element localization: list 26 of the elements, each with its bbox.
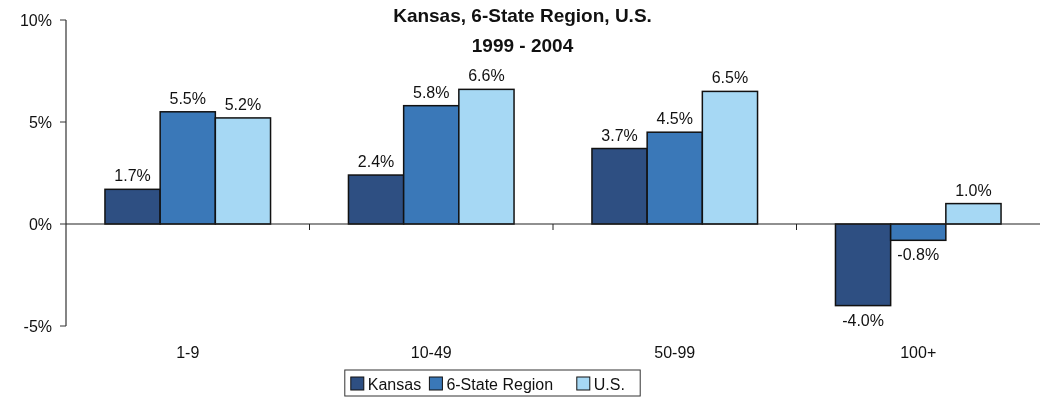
data-label: -4.0% — [842, 311, 884, 329]
text: 1999 - 2004 — [471, 35, 574, 56]
bar — [945, 202, 1002, 225]
x-tick-label: 50-99 — [654, 344, 696, 361]
legend-label: U.S. — [593, 376, 625, 393]
data-label: 5.8% — [413, 83, 450, 101]
data-label: 4.5% — [656, 110, 693, 128]
data-label: 1.7% — [114, 167, 151, 185]
data-label: 3.7% — [601, 126, 638, 144]
data-label: 6.6% — [468, 67, 505, 85]
data-label: -0.8% — [897, 246, 940, 264]
chart-title: Kansas, 6-State Region, U.S. — [393, 5, 652, 26]
y-tick-label: 5% — [28, 114, 52, 131]
y-tick-label: -5% — [23, 318, 52, 335]
y-tick-label: 0% — [28, 216, 52, 233]
data-label: 5.5% — [169, 89, 206, 107]
x-tick-label: 1-9 — [176, 344, 200, 361]
data-label: 1.0% — [955, 181, 992, 199]
data-label: 2.4% — [357, 153, 395, 171]
legend-label: Kansas — [367, 376, 422, 393]
legend-label: 6-State Region — [446, 376, 554, 393]
data-label: 5.2% — [224, 95, 262, 113]
y-tick-label: 10% — [19, 12, 52, 29]
x-tick-label: 100+ — [900, 344, 937, 361]
x-tick-label: 10-49 — [410, 344, 452, 361]
data-label: 6.5% — [711, 69, 749, 87]
